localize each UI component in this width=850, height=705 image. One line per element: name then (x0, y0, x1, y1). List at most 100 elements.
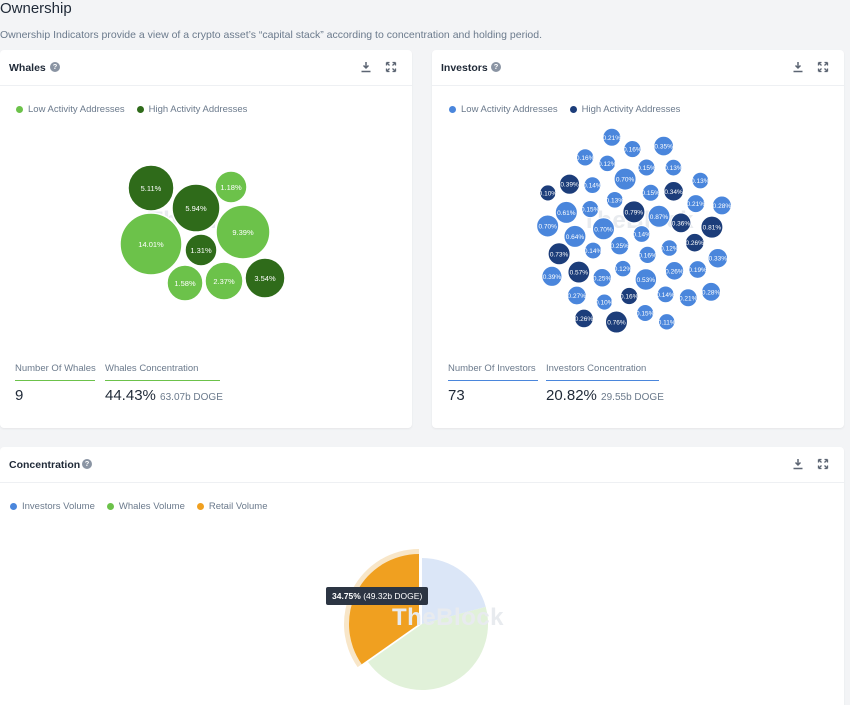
whales-title: Whales (9, 62, 46, 74)
bubble-circle (541, 265, 563, 287)
investor-bubble[interactable]: 0.26% (684, 232, 705, 253)
investor-bubble[interactable]: 0.11% (658, 313, 676, 331)
card-header: Concentration ? (0, 447, 844, 483)
investor-bubble[interactable]: 0.26% (574, 308, 594, 329)
bubble-label: 0.15% (636, 310, 655, 317)
investor-bubble[interactable]: 0.16% (638, 245, 657, 264)
watermark: TheBlock (392, 604, 505, 631)
pie-slice[interactable] (368, 606, 489, 691)
whale-bubble[interactable]: 2.37% (204, 261, 244, 301)
investor-bubble[interactable]: 0.13% (664, 158, 683, 177)
bubble-circle (632, 225, 651, 243)
investor-bubble[interactable]: 0.81% (700, 215, 724, 239)
investor-bubble[interactable]: 0.16% (623, 139, 642, 159)
investor-bubble[interactable]: 0.64% (563, 224, 587, 248)
investor-bubble[interactable]: 0.19% (688, 260, 707, 279)
investor-bubble[interactable]: 0.10% (595, 293, 614, 311)
investor-bubble[interactable]: 0.76% (604, 310, 628, 334)
legend-dot (10, 503, 17, 510)
help-circle-icon[interactable]: ? (491, 62, 501, 72)
investor-bubble[interactable]: 0.70% (613, 167, 637, 191)
investor-bubble[interactable]: 0.16% (576, 148, 595, 167)
whale-bubble[interactable]: 1.31% (184, 233, 218, 267)
investor-bubble[interactable]: 0.27% (566, 285, 587, 306)
investor-bubble[interactable]: 0.14% (632, 225, 651, 243)
legend-low-activity[interactable]: Low Activity Addresses (16, 104, 125, 115)
investor-bubble[interactable]: 0.14% (656, 285, 675, 304)
investor-bubble[interactable]: 0.15% (637, 158, 656, 177)
investor-bubble[interactable]: 0.70% (591, 217, 615, 241)
bubble-label: 0.81% (703, 225, 722, 232)
whale-bubble[interactable]: 1.58% (166, 264, 204, 302)
investor-bubble[interactable]: 0.39% (558, 173, 581, 195)
whales-card: Whales ? Low Activity Addresses High Act… (0, 50, 412, 428)
whale-bubble[interactable]: 5.94% (171, 183, 221, 233)
investor-bubble[interactable]: 0.13% (606, 190, 625, 209)
legend-high-activity[interactable]: High Activity Addresses (136, 104, 247, 115)
investor-bubble[interactable]: 0.53% (634, 268, 658, 291)
investor-bubble[interactable]: 0.28% (701, 281, 722, 302)
legend-investors-volume[interactable]: Investors Volume (10, 501, 95, 512)
bubble-label: 0.19% (688, 267, 707, 274)
bubble-circle (613, 167, 637, 191)
whale-bubble[interactable]: 9.39% (215, 204, 271, 260)
help-circle-icon[interactable]: ? (82, 459, 92, 469)
bubble-circle (563, 224, 587, 248)
investor-bubble[interactable]: 0.26% (664, 260, 685, 281)
bubble-circle (634, 268, 658, 291)
concentration-card: Concentration ? Investors Volume Whales … (0, 447, 844, 705)
investor-bubble[interactable]: 0.10% (539, 184, 558, 202)
legend-retail-volume[interactable]: Retail Volume (196, 501, 268, 512)
investor-bubble[interactable]: 0.15% (642, 183, 661, 202)
expand-icon[interactable] (817, 458, 829, 470)
investor-bubble[interactable]: 0.34% (663, 181, 684, 202)
investor-bubble[interactable]: 0.28% (711, 195, 732, 216)
whale-bubble[interactable]: 14.01% (119, 212, 183, 276)
whale-bubble[interactable]: 1.18% (214, 170, 248, 204)
investor-bubble[interactable]: 0.35% (653, 135, 674, 157)
investor-bubble[interactable]: 0.36% (670, 212, 692, 234)
pie-slice[interactable] (422, 558, 486, 624)
investor-bubble[interactable]: 0.13% (691, 171, 710, 190)
investor-bubble[interactable]: 0.21% (678, 288, 698, 308)
pie-slice[interactable] (349, 554, 419, 665)
concentration-pie-chart (344, 549, 489, 691)
stat-underline (448, 380, 538, 381)
bubble-circle (574, 308, 594, 329)
help-circle-icon[interactable]: ? (50, 62, 60, 72)
investor-bubble[interactable]: 0.15% (581, 200, 600, 219)
investor-bubble[interactable]: 0.73% (547, 242, 571, 266)
investor-bubble[interactable]: 0.39% (541, 265, 563, 287)
expand-icon[interactable] (385, 61, 397, 73)
legend-low-activity[interactable]: Low Activity Addresses (449, 104, 558, 115)
conc-percent: 44.43% (105, 387, 156, 404)
bubble-circle (622, 200, 646, 224)
investor-bubble[interactable]: 0.61% (554, 200, 578, 224)
investor-bubble[interactable]: 0.33% (707, 247, 729, 269)
whale-bubble[interactable]: 5.11% (127, 164, 175, 212)
whale-bubble[interactable]: 3.54% (244, 257, 286, 299)
download-icon[interactable] (792, 458, 804, 470)
investor-bubble[interactable]: 0.25% (592, 268, 612, 288)
investor-bubble[interactable]: 0.12% (614, 259, 633, 278)
legend-whales-volume[interactable]: Whales Volume (106, 501, 185, 512)
investor-bubble[interactable]: 0.21% (686, 194, 706, 214)
investor-bubble[interactable]: 0.12% (598, 154, 617, 173)
legend-dot (196, 503, 204, 510)
pie-tooltip: 34.75% (49.32b DOGE) (326, 587, 429, 605)
legend-high-activity[interactable]: High Activity Addresses (569, 104, 680, 115)
investor-bubble[interactable]: 0.25% (609, 235, 630, 256)
download-icon[interactable] (792, 61, 804, 73)
download-icon[interactable] (360, 61, 372, 73)
investor-bubble[interactable]: 0.14% (583, 176, 602, 195)
expand-icon[interactable] (817, 61, 829, 73)
investor-bubble[interactable]: 0.12% (660, 239, 679, 257)
investor-bubble[interactable]: 0.16% (620, 286, 639, 306)
investor-bubble[interactable]: 0.87% (647, 204, 671, 228)
investor-bubble[interactable]: 0.79% (622, 200, 646, 224)
investor-bubble[interactable]: 0.14% (584, 241, 603, 260)
investor-bubble[interactable]: 0.57% (567, 260, 591, 284)
investor-bubble[interactable]: 0.15% (636, 303, 655, 323)
investor-bubble[interactable]: 0.21% (602, 127, 622, 147)
investor-bubble[interactable]: 0.70% (536, 214, 560, 238)
